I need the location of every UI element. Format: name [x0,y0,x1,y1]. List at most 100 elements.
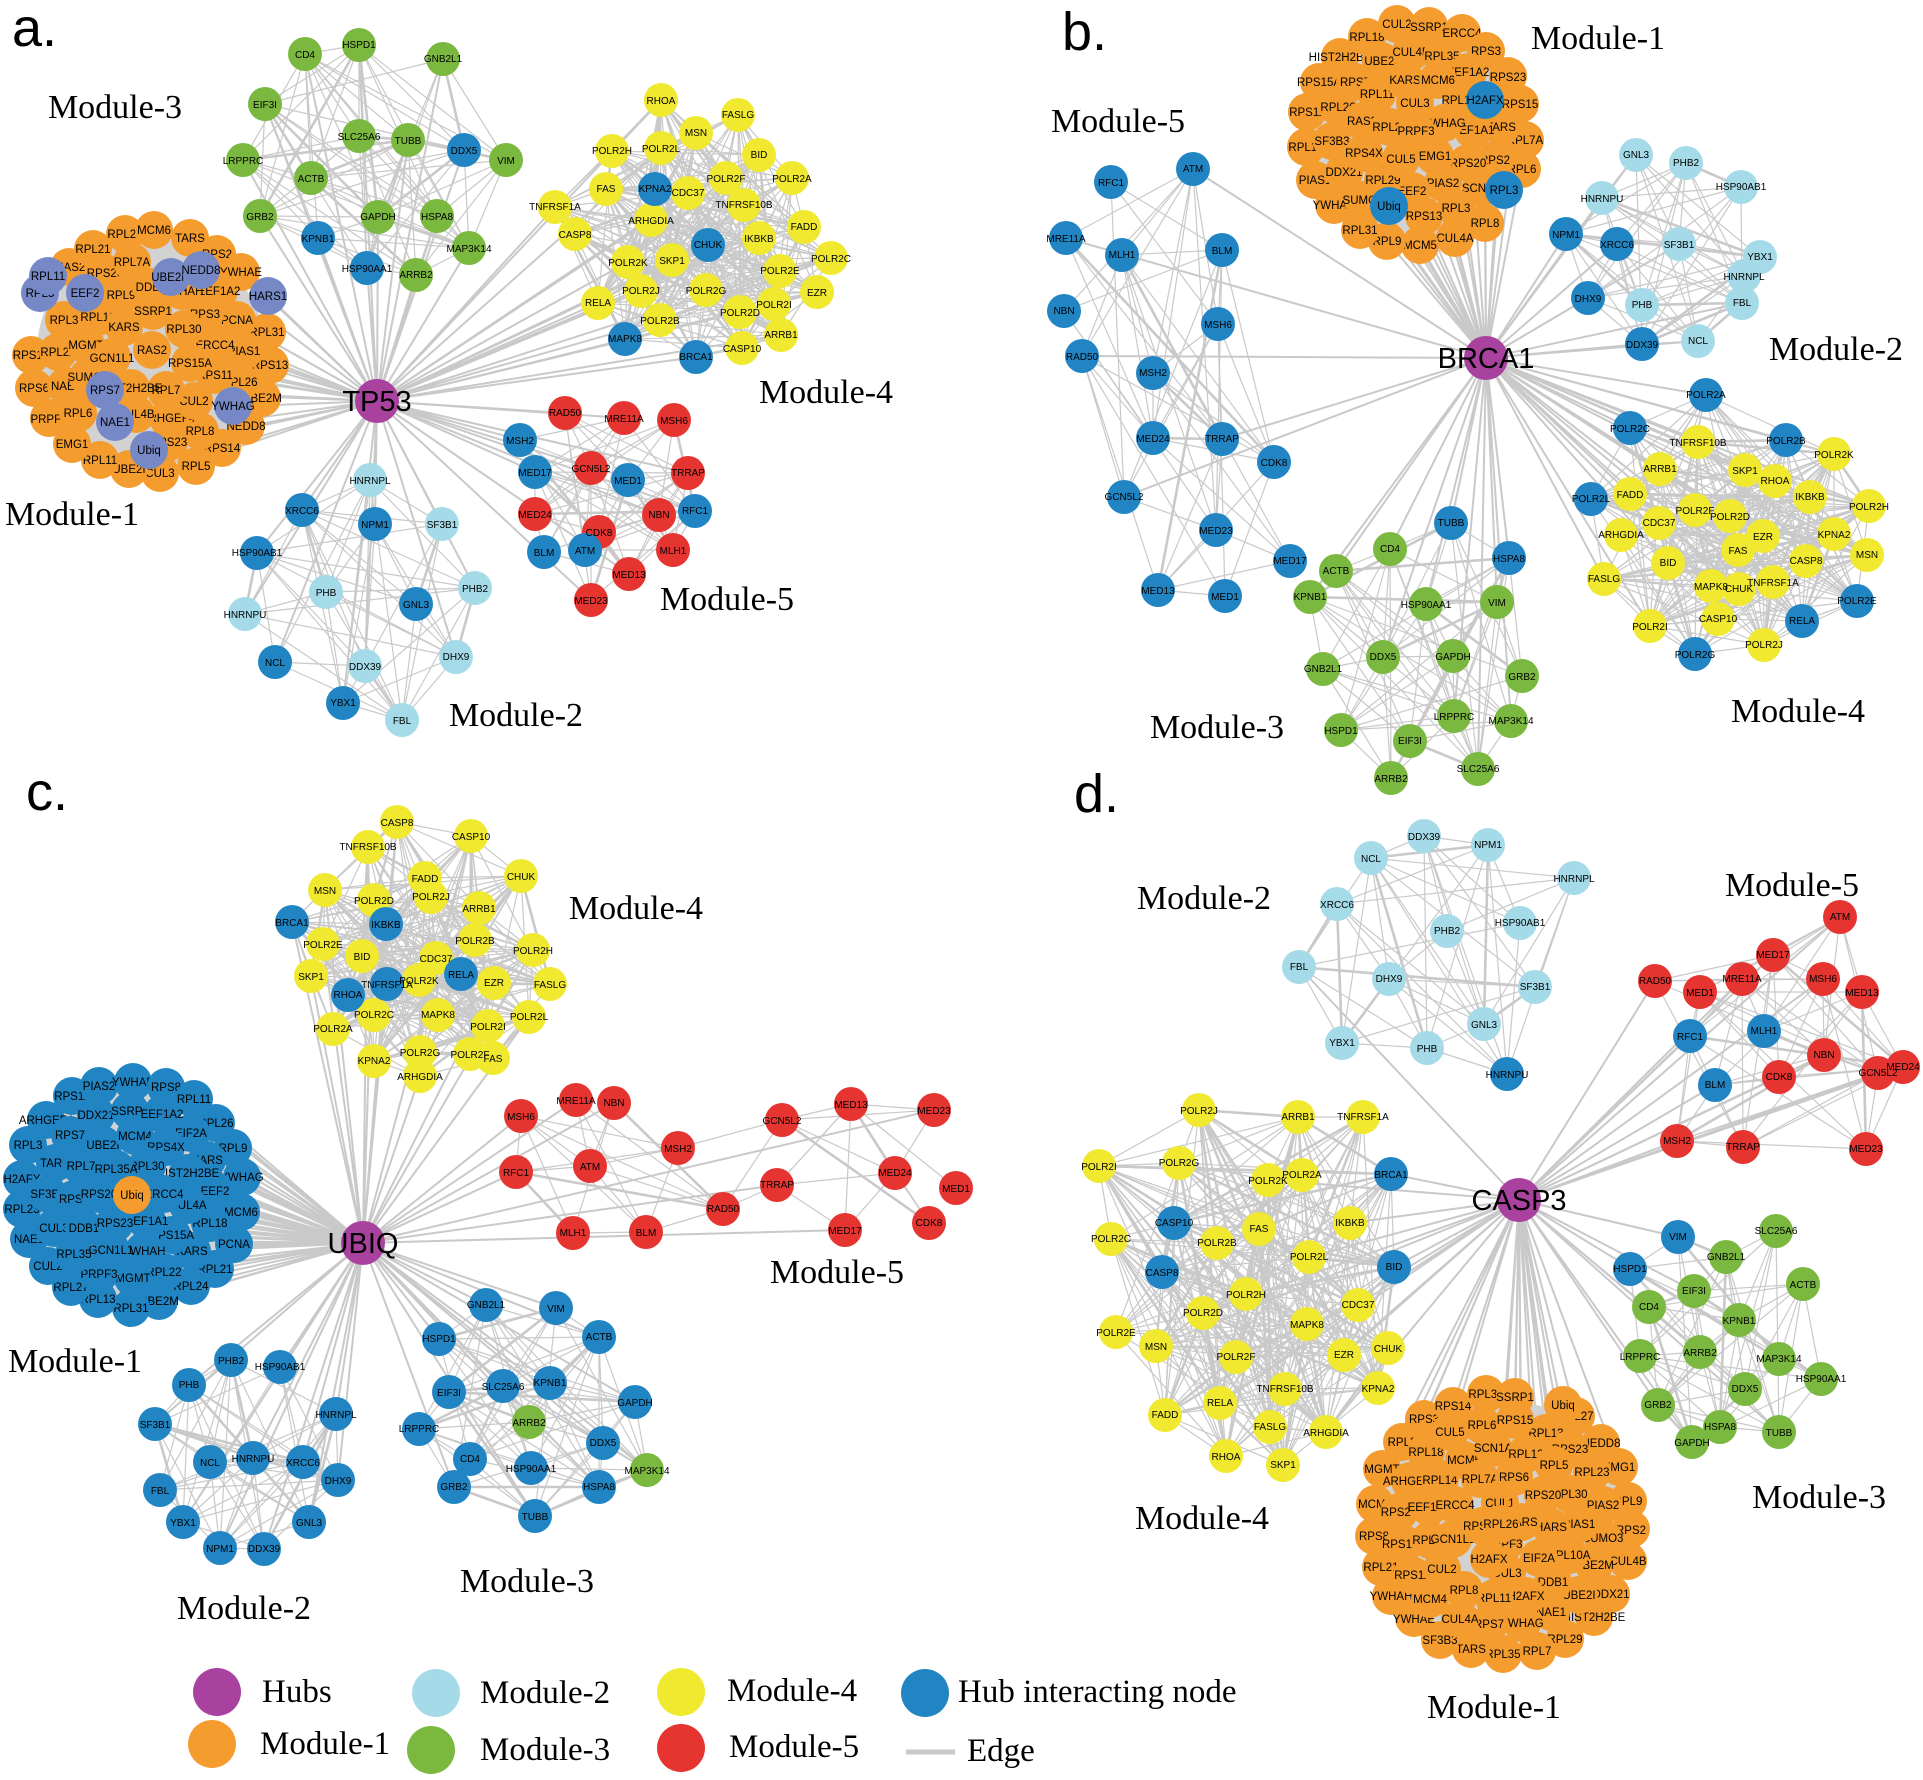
svg-text:POLR2I: POLR2I [1632,622,1668,633]
svg-text:CDK8: CDK8 [916,1218,943,1229]
svg-text:CUL2: CUL2 [1382,19,1411,31]
svg-text:FASLG: FASLG [534,980,566,991]
svg-text:FASLG: FASLG [1588,574,1620,585]
svg-text:HSP90AB1: HSP90AB1 [1716,182,1767,193]
svg-text:SF3B3: SF3B3 [1314,136,1349,148]
svg-text:MAP3K14: MAP3K14 [1756,1354,1801,1365]
svg-text:MED13: MED13 [1141,586,1175,597]
svg-text:CUL2: CUL2 [33,1261,62,1273]
svg-text:NPM1: NPM1 [1552,230,1580,241]
svg-text:H2AFX: H2AFX [3,1174,40,1186]
svg-text:ATM: ATM [1183,164,1203,175]
svg-text:RPS15A: RPS15A [168,358,212,370]
svg-text:MRE11A: MRE11A [604,414,644,425]
svg-text:MSN: MSN [685,128,707,139]
svg-text:RPL22: RPL22 [40,347,75,359]
svg-text:TNFRSF10B: TNFRSF10B [1669,438,1727,449]
svg-text:Module-1: Module-1 [5,496,139,533]
svg-text:CUL3: CUL3 [1400,98,1429,110]
svg-text:Hub interacting node: Hub interacting node [958,1674,1237,1710]
svg-text:KPNA2: KPNA2 [1818,530,1851,541]
svg-text:PIAS1: PIAS1 [1299,175,1332,187]
svg-text:RPL31: RPL31 [249,327,284,339]
svg-text:RPL11: RPL11 [177,1094,211,1106]
svg-text:GAPDH: GAPDH [360,212,396,223]
svg-text:CUL2: CUL2 [179,396,208,408]
svg-text:POLR2D: POLR2D [1183,1308,1223,1319]
svg-text:DHX9: DHX9 [443,652,470,663]
svg-text:HSPA8: HSPA8 [1704,1422,1736,1433]
svg-text:NAE1: NAE1 [100,417,130,429]
svg-text:SSRP1: SSRP1 [111,1106,149,1118]
svg-text:POLR2E: POLR2E [303,940,343,951]
svg-text:RPS6: RPS6 [19,383,49,395]
svg-text:DDX39: DDX39 [349,662,382,673]
svg-text:NCL: NCL [200,1458,220,1469]
svg-text:CUL4A: CUL4A [1441,1614,1478,1626]
svg-text:CUL4B: CUL4B [1609,1556,1646,1568]
svg-text:ARRB1: ARRB1 [1281,1112,1315,1123]
svg-text:YWHAE: YWHAE [112,1077,155,1089]
svg-text:MLH1: MLH1 [660,546,687,557]
svg-text:Module-2: Module-2 [449,697,583,734]
svg-text:EZR: EZR [484,978,504,989]
svg-text:HSP90AA1: HSP90AA1 [342,264,393,275]
svg-text:MED17: MED17 [828,1226,862,1237]
svg-text:POLR2H: POLR2H [592,146,632,157]
svg-text:CASP8: CASP8 [381,818,414,829]
svg-text:HNRNPL: HNRNPL [315,1410,357,1421]
svg-text:CUL2: CUL2 [1427,1564,1456,1576]
svg-text:RPS23: RPS23 [1490,72,1526,84]
svg-text:MED23: MED23 [1199,526,1233,537]
svg-text:SF3B1: SF3B1 [140,1420,171,1431]
svg-text:ERCC4: ERCC4 [196,340,236,352]
svg-text:MCM4: MCM4 [1413,1594,1447,1606]
svg-text:ATM: ATM [1830,912,1850,923]
svg-text:FADD: FADD [412,874,439,885]
svg-text:GAPDH: GAPDH [1674,1438,1710,1449]
svg-text:CUL5: CUL5 [1435,1427,1464,1439]
svg-text:RPL6: RPL6 [64,408,93,420]
svg-text:ACTB: ACTB [1790,1280,1817,1291]
svg-text:RPL35A: RPL35A [95,1164,138,1176]
svg-text:RPL11: RPL11 [83,455,117,467]
svg-text:POLR2D: POLR2D [720,308,760,319]
svg-text:CHUK: CHUK [507,872,536,883]
svg-text:RPS2: RPS2 [1616,1525,1646,1537]
svg-text:NEDD8: NEDD8 [1582,1438,1621,1450]
svg-text:RPS14: RPS14 [204,443,241,455]
svg-text:TNFRSF1A: TNFRSF1A [1337,1112,1389,1123]
svg-text:POLR2L: POLR2L [510,1012,549,1023]
svg-text:RPL7: RPL7 [1523,1646,1552,1658]
svg-text:RPL5: RPL5 [182,461,211,473]
svg-text:MED1: MED1 [1686,988,1714,999]
svg-text:PHB2: PHB2 [1673,158,1700,169]
svg-text:IKBKB: IKBKB [744,234,774,245]
svg-text:RPL21: RPL21 [1363,1562,1398,1574]
svg-text:FADD: FADD [1617,490,1644,501]
svg-text:POLR2L: POLR2L [642,144,681,155]
svg-text:BLM: BLM [636,1228,657,1239]
svg-text:MCM4: MCM4 [118,1131,152,1143]
svg-text:RPL30: RPL30 [166,324,201,336]
svg-text:RPL31: RPL31 [1342,225,1377,237]
svg-text:DDX5: DDX5 [451,146,478,157]
svg-text:POLR2H: POLR2H [1226,1290,1266,1301]
svg-text:UBE2I: UBE2I [112,464,145,476]
svg-text:RPS11: RPS11 [54,1091,90,1103]
svg-text:RPL31: RPL31 [1468,1389,1503,1401]
svg-text:a.: a. [12,0,57,58]
svg-text:FADD: FADD [791,222,818,233]
svg-text:SKP1: SKP1 [659,256,685,267]
svg-text:RPL7: RPL7 [67,1161,96,1173]
svg-text:CASP8: CASP8 [1146,1268,1179,1279]
svg-text:POLR2L: POLR2L [1572,494,1611,505]
svg-text:Ubiq: Ubiq [120,1190,144,1202]
svg-text:POLR2I: POLR2I [470,1022,506,1033]
svg-text:XRCC6: XRCC6 [1320,900,1354,911]
svg-text:RPL8: RPL8 [1471,218,1500,230]
svg-text:HARS1: HARS1 [249,291,287,303]
svg-text:RFC1: RFC1 [1677,1032,1704,1043]
svg-text:GNL3: GNL3 [1471,1020,1498,1031]
svg-text:HARS: HARS [1535,1522,1567,1534]
